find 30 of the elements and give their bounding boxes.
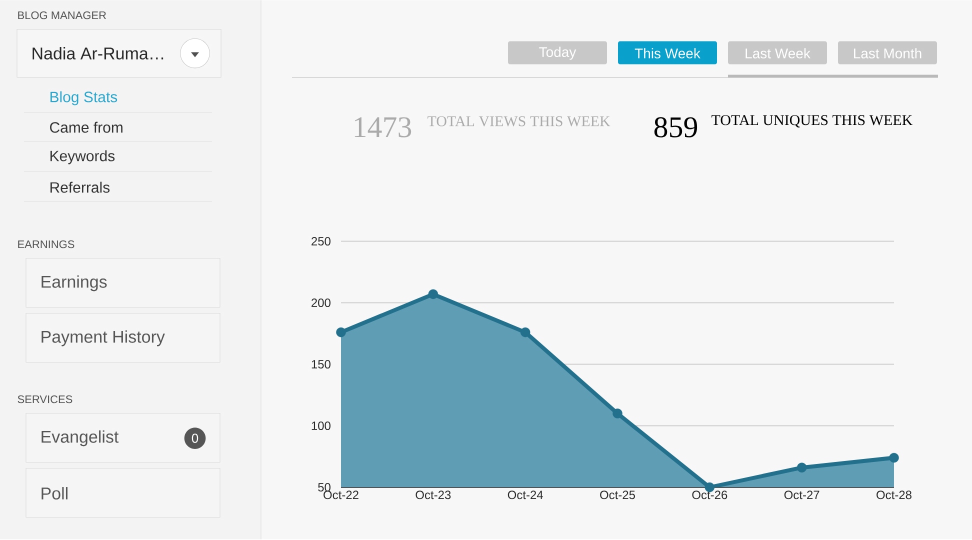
text: Referrals [50, 182, 110, 194]
x-tick-label: Oct-24 [508, 490, 543, 500]
text: Evangelist [42, 430, 119, 446]
text: Came from [50, 122, 122, 134]
x-tick-label: Oct-23 [416, 490, 451, 500]
y-tick-label: 150 [312, 360, 330, 369]
text: TOTAL UNIQUES THIS WEEK [712, 115, 912, 128]
text: Keywords [50, 150, 115, 164]
text: TOTAL VIEWS THIS WEEK [428, 116, 610, 127]
y-tick-label: 200 [312, 298, 330, 308]
text: This Week [634, 48, 700, 59]
text: BLOG MANAGER [18, 12, 106, 20]
text: SERVICES [18, 396, 72, 404]
text: Poll [42, 487, 68, 500]
text: Nadia Ar-Ruma… [32, 47, 164, 60]
x-tick-label: Oct-25 [600, 490, 635, 500]
text: Earnings [42, 276, 107, 292]
y-tick-label: 100 [312, 422, 330, 430]
text: 859 [654, 117, 698, 138]
text: 0 [192, 434, 198, 444]
y-tick-label: 50 [318, 483, 330, 492]
text: EARNINGS [18, 240, 74, 248]
text: Blog Stats [50, 92, 118, 106]
y-tick-label: 250 [312, 237, 330, 246]
x-tick-label: Oct-27 [784, 490, 820, 500]
text: 1473 [354, 117, 412, 138]
text: Payment History [42, 330, 165, 346]
x-tick-label: Oct-22 [324, 490, 358, 500]
x-tick-label: Oct-26 [692, 490, 728, 500]
x-tick-label: Oct-28 [876, 490, 912, 500]
